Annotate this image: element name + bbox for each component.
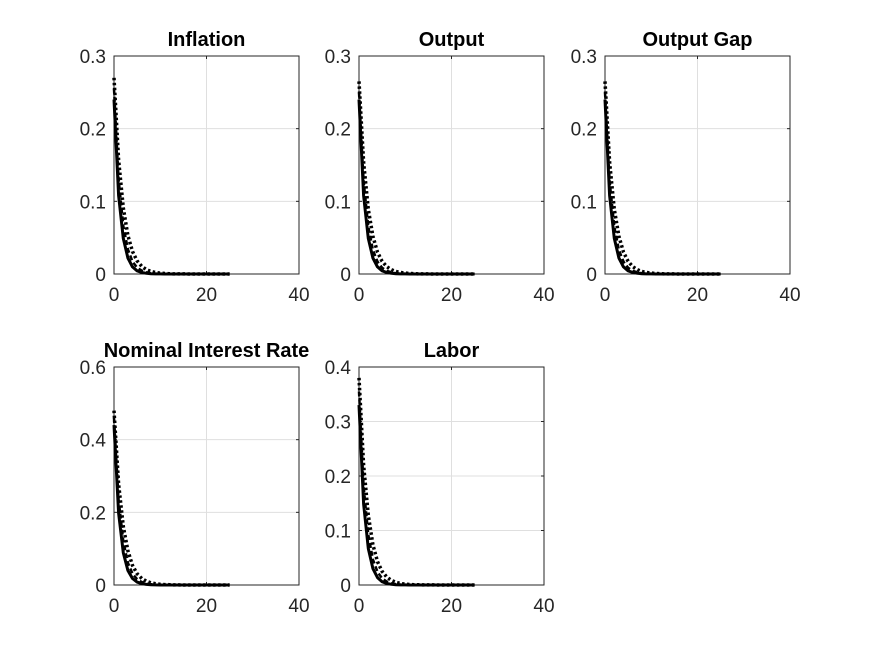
series-line-dotted bbox=[357, 81, 475, 276]
y-tick-label: 0.2 bbox=[571, 120, 597, 141]
x-tick-label: 40 bbox=[533, 285, 554, 306]
y-tick-label: 0.1 bbox=[325, 192, 351, 213]
y-tick-label: 0.1 bbox=[571, 192, 597, 213]
x-tick-label: 40 bbox=[533, 596, 554, 617]
y-tick-label: 0.4 bbox=[325, 358, 352, 379]
x-tick-label: 0 bbox=[109, 285, 120, 306]
subplot-title: Output bbox=[419, 29, 485, 51]
y-tick-label: 0.3 bbox=[571, 47, 597, 68]
series-line-dotted bbox=[603, 81, 721, 276]
x-tick-label: 0 bbox=[109, 596, 120, 617]
subplot-output: 0 20 40 0 0.1 0.2 0.3 Output bbox=[325, 29, 555, 306]
x-tick-label: 0 bbox=[354, 596, 365, 617]
y-tick-label: 0 bbox=[95, 576, 106, 597]
subplot-labor: 0 20 40 0 0.1 0.2 0.3 0.4 Labor bbox=[325, 340, 555, 617]
y-tick-label: 0.3 bbox=[325, 413, 351, 434]
y-tick-label: 0.6 bbox=[80, 358, 106, 379]
x-tick-label: 20 bbox=[196, 596, 217, 617]
subplot-title: Inflation bbox=[168, 29, 246, 51]
series-line-dashed bbox=[357, 391, 475, 587]
series-line-dashed bbox=[112, 417, 230, 587]
x-tick-label: 20 bbox=[687, 285, 708, 306]
series-line-dotted bbox=[112, 410, 230, 587]
subplot-title: Output Gap bbox=[643, 29, 753, 51]
y-tick-label: 0.2 bbox=[325, 467, 351, 488]
y-tick-label: 0.1 bbox=[325, 522, 351, 543]
series-line-dashed bbox=[357, 92, 475, 276]
x-tick-label: 20 bbox=[441, 285, 462, 306]
subplot-output-gap: 0 20 40 0 0.1 0.2 0.3 Output Gap bbox=[571, 29, 801, 306]
subplot-title: Labor bbox=[424, 340, 480, 362]
y-tick-label: 0.1 bbox=[80, 192, 106, 213]
x-tick-label: 20 bbox=[196, 285, 217, 306]
x-tick-label: 40 bbox=[779, 285, 800, 306]
y-tick-label: 0.4 bbox=[80, 431, 107, 452]
x-tick-label: 20 bbox=[441, 596, 462, 617]
y-tick-label: 0.3 bbox=[325, 47, 351, 68]
x-tick-label: 0 bbox=[600, 285, 611, 306]
y-tick-label: 0 bbox=[340, 265, 351, 286]
series-line-dashed bbox=[603, 92, 721, 276]
y-tick-label: 0 bbox=[95, 265, 106, 286]
x-tick-label: 40 bbox=[288, 596, 309, 617]
series-line-dashed bbox=[112, 88, 230, 276]
y-tick-label: 0.3 bbox=[80, 47, 106, 68]
x-tick-label: 0 bbox=[354, 285, 365, 306]
subplot-title: Nominal Interest Rate bbox=[104, 340, 310, 362]
subplot-inflation: 0 20 40 0 0.1 0.2 0.3 Inflation bbox=[80, 29, 310, 306]
y-tick-label: 0 bbox=[586, 265, 597, 286]
y-tick-label: 0 bbox=[340, 576, 351, 597]
y-tick-label: 0.2 bbox=[80, 120, 106, 141]
series-line-dotted bbox=[112, 77, 230, 276]
series-line-dotted bbox=[357, 377, 475, 587]
y-tick-label: 0.2 bbox=[325, 120, 351, 141]
y-tick-label: 0.2 bbox=[80, 503, 106, 524]
x-tick-label: 40 bbox=[288, 285, 309, 306]
